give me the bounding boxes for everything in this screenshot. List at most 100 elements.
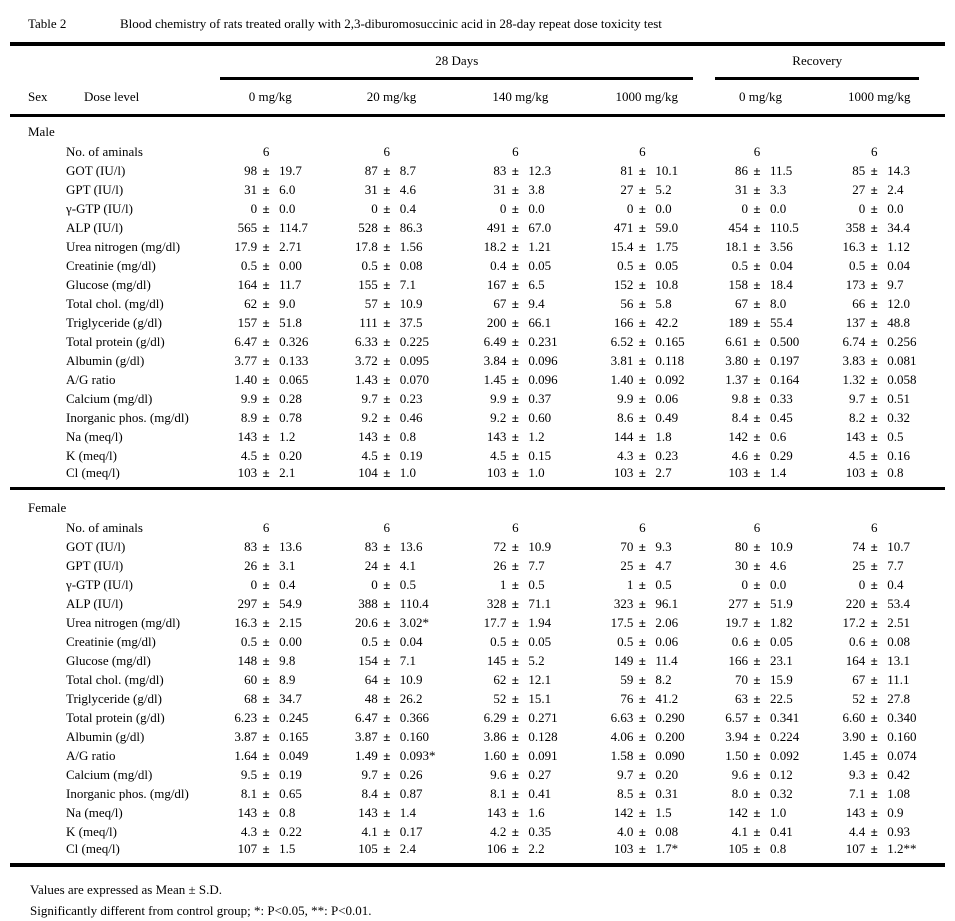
mean-value: 1.32 [842, 371, 866, 387]
mean-value: 8.4 [731, 409, 748, 425]
parameter-label: GPT (IU/l) [66, 181, 124, 197]
sd-value: 8.2 [655, 671, 672, 687]
plus-minus-sign: ± [753, 633, 761, 649]
sd-value: 0.33 [769, 390, 793, 406]
sd-value: 2.4 [399, 841, 417, 856]
data-cell: 9.9 ±0.28 [212, 389, 328, 408]
plus-minus-sign: ± [511, 841, 519, 856]
mean-value: 3.94 [725, 728, 748, 744]
sd-value: 0.17 [399, 823, 423, 839]
sd-value: 1.0 [399, 465, 417, 480]
plus-minus-sign: ± [753, 333, 761, 349]
plus-minus-sign: ± [753, 219, 761, 235]
data-cell: 20.6 ±3.02* [328, 613, 454, 632]
mean-value: 142 [728, 804, 748, 820]
mean-value: 3.77 [234, 352, 258, 368]
data-cell: 9.7 ±0.26 [328, 765, 454, 784]
mean-value: 6.60 [842, 709, 866, 725]
parameter-label: GOT (IU/l) [66, 162, 126, 178]
sd-value: 19.7 [279, 162, 302, 178]
parameter-label: Total chol. (mg/dl) [66, 295, 164, 311]
mean-value: 4.4 [848, 823, 866, 839]
data-cell: 0 ±0.0 [707, 575, 813, 594]
mean-value: 19.7 [725, 614, 748, 630]
mean-value: 173 [845, 276, 866, 292]
plus-minus-sign: ± [870, 409, 878, 425]
sd-value: 0.06 [655, 633, 679, 649]
mean-value: 104 [358, 465, 378, 480]
plus-minus-sign: ± [870, 295, 878, 311]
data-cell: 83 ±13.6 [212, 537, 328, 556]
data-cell: 528 ±86.3 [328, 218, 454, 237]
data-cell: 0 ±0.0 [707, 199, 813, 218]
plus-minus-sign: ± [870, 219, 878, 235]
sd-value: 0.091 [528, 747, 558, 763]
data-cell: 48 ±26.2 [328, 689, 454, 708]
plus-minus-sign: ± [383, 595, 391, 611]
plus-minus-sign: ± [753, 295, 761, 311]
mean-value: 143 [358, 428, 378, 444]
data-cell: 4.1 ±0.17 [328, 822, 454, 841]
data-cell: 8.1 ±0.41 [455, 784, 586, 803]
table-row: Urea nitrogen (mg/dl) 16.3 ±2.15 20.6 ±3.02*… [10, 613, 945, 632]
plus-minus-sign: ± [262, 595, 270, 611]
table-row: GOT (IU/l) 98 ±19.7 87 ±8.7 83 ±12.3 81 ±10.1 86 ±… [10, 161, 945, 180]
plus-minus-sign: ± [511, 162, 519, 178]
section-row-male: Male [10, 116, 945, 143]
mean-value: 17.2 [842, 614, 866, 630]
data-cell: 0 ±0.0 [814, 199, 945, 218]
parameter-label: K (meq/l) [66, 447, 117, 463]
plus-minus-sign: ± [262, 728, 270, 744]
mean-value: 9.3 [848, 766, 866, 782]
data-cell: 60 ±8.9 [212, 670, 328, 689]
sd-value: 1.5 [655, 804, 672, 820]
parameter-label: Urea nitrogen (mg/dl) [66, 614, 181, 630]
mean-value: 85 [852, 162, 866, 178]
sd-value: 0.271 [528, 709, 558, 725]
mean-value: 70 [734, 671, 748, 687]
data-cell: 143 ±1.6 [455, 803, 586, 822]
plus-minus-sign: ± [870, 576, 878, 592]
data-cell: 103 ±1.4 [707, 465, 813, 489]
plus-minus-sign: ± [262, 333, 270, 349]
data-cell: 0.5 ±0.04 [707, 256, 813, 275]
sd-value: 2.51 [887, 614, 910, 630]
parameter-label: K (meq/l) [66, 823, 117, 839]
data-cell: 388 ±110.4 [328, 594, 454, 613]
plus-minus-sign: ± [638, 181, 646, 197]
data-cell: 9.9 ±0.37 [455, 389, 586, 408]
data-cell: 9.8 ±0.33 [707, 389, 813, 408]
mean-value: 4.06 [610, 728, 634, 744]
sd-value: 1.94 [528, 614, 552, 630]
plus-minus-sign: ± [511, 257, 519, 273]
sd-value: 0.32 [769, 785, 793, 801]
sd-value: 53.4 [887, 595, 910, 611]
sd-value: 0.23 [655, 447, 679, 463]
mean-value: 0.5 [731, 257, 748, 273]
sd-value: 51.9 [769, 595, 793, 611]
mean-value: 83 [493, 162, 507, 178]
data-cell: 0 ±0.0 [455, 199, 586, 218]
mean-value: 63 [734, 690, 748, 706]
parameter-label: Albumin (g/dl) [66, 352, 145, 368]
sd-value: 0.49 [655, 409, 679, 425]
data-cell: 3.72 ±0.095 [328, 351, 454, 370]
table-row: A/G ratio 1.40 ±0.065 1.43 ±0.070 1.45 ±0.096 1… [10, 370, 945, 389]
plus-minus-sign: ± [262, 200, 270, 216]
sd-value: 0.326 [279, 333, 309, 349]
animal-count: 6 [512, 519, 519, 535]
data-cell: 72 ±10.9 [455, 537, 586, 556]
mean-value: 1.37 [725, 371, 748, 387]
plus-minus-sign: ± [511, 576, 519, 592]
sd-value: 0.225 [399, 333, 430, 349]
data-cell: 3.87 ±0.160 [328, 727, 454, 746]
sd-value: 4.7 [655, 557, 672, 573]
sd-value: 0.28 [279, 390, 302, 406]
data-cell: 491 ±67.0 [455, 218, 586, 237]
plus-minus-sign: ± [753, 747, 761, 763]
sd-value: 0.366 [399, 709, 430, 725]
data-cell: 106 ±2.2 [455, 841, 586, 865]
mean-value: 31 [493, 181, 507, 197]
data-cell: 1.40 ±0.092 [586, 370, 707, 389]
parameter-label: Triglyceride (g/dl) [66, 690, 162, 706]
